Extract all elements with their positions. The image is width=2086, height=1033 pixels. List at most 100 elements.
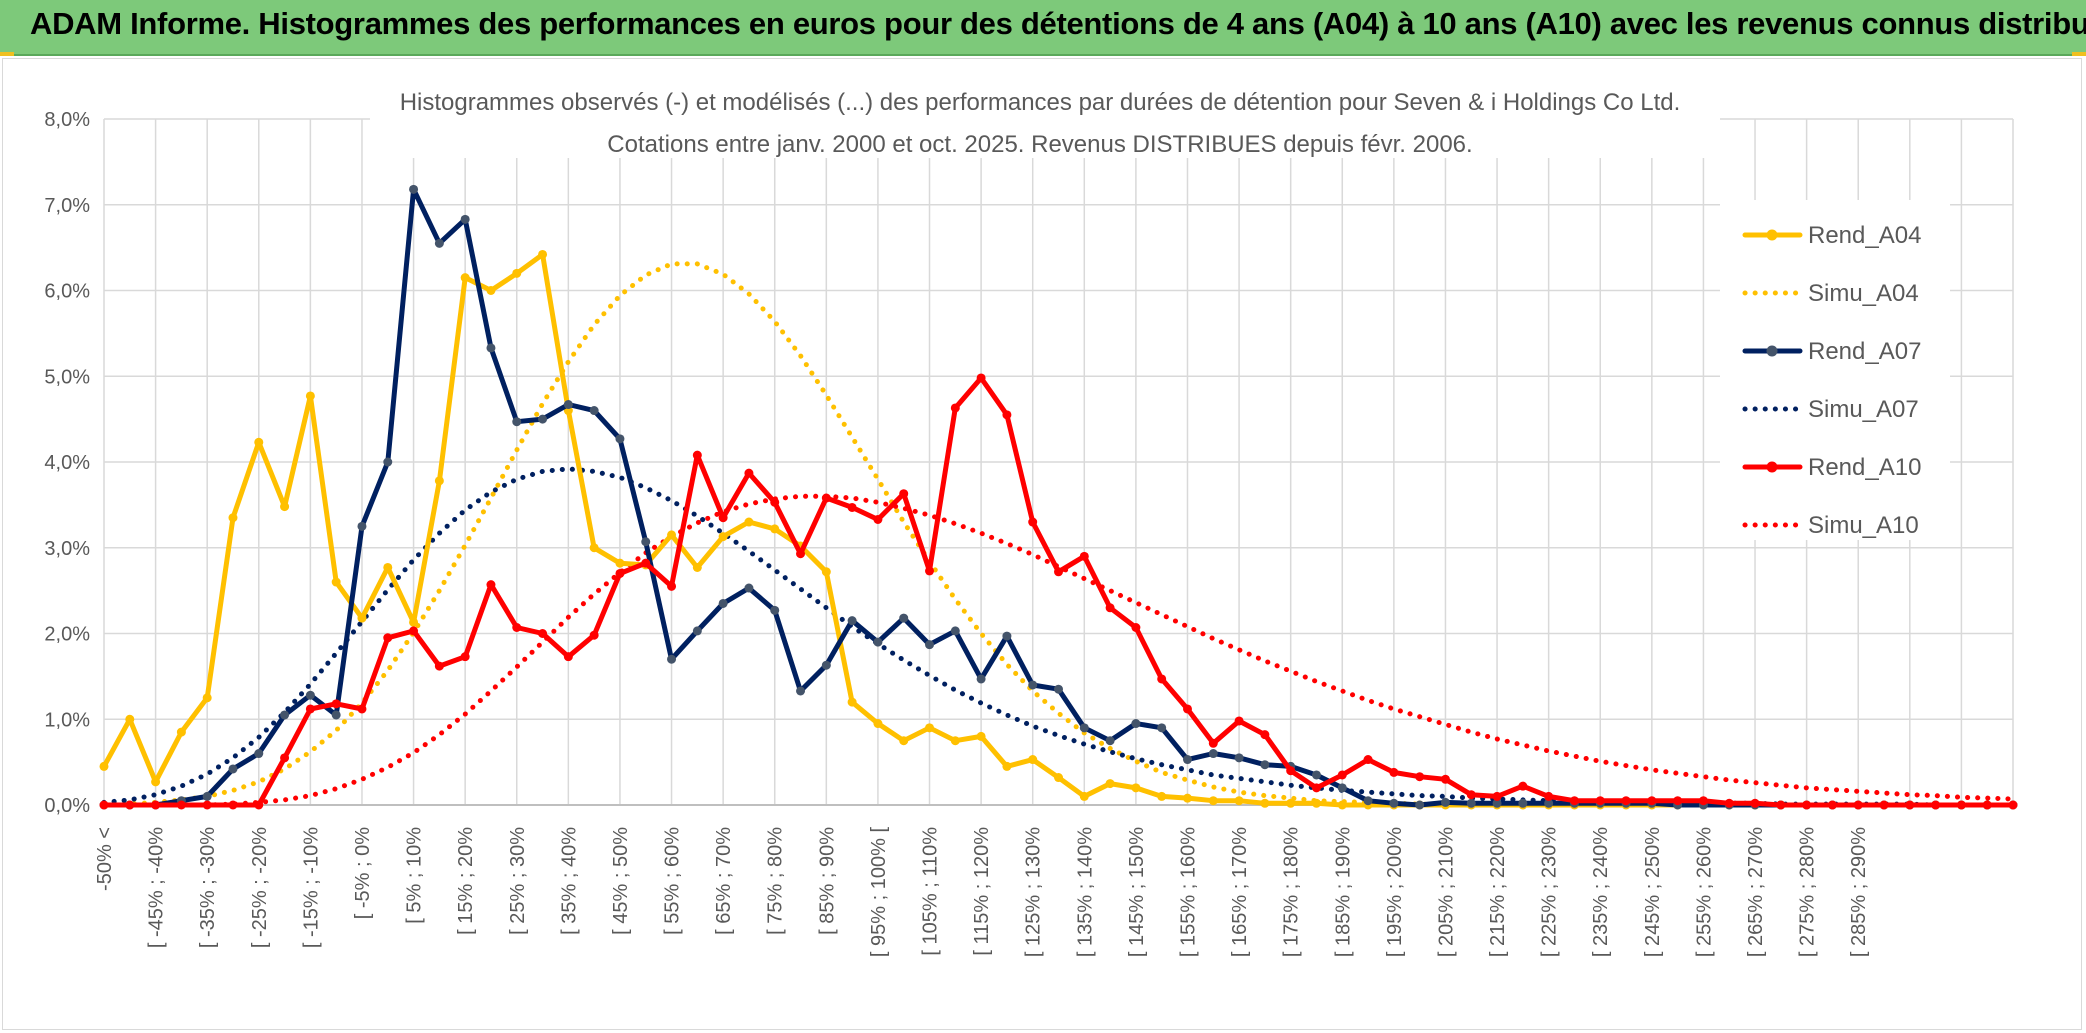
data-point-Rend_A10 [589, 630, 599, 640]
x-tick-label: [ 125% ; 130% [1023, 827, 1045, 957]
data-point-Rend_A10 [512, 622, 522, 632]
data-point-Rend_A04 [305, 391, 315, 401]
data-point-Rend_A10 [176, 800, 186, 810]
x-tick-label: [ 215% ; 220% [1487, 827, 1509, 957]
data-point-Rend_A07 [1054, 684, 1063, 694]
data-point-Rend_A07 [718, 598, 728, 608]
chart-subtitle: Cotations entre janv. 2000 et oct. 2025.… [607, 131, 1472, 158]
data-point-Rend_A04 [821, 567, 831, 577]
data-point-Rend_A10 [1724, 798, 1734, 808]
data-point-Rend_A07 [615, 434, 625, 444]
data-point-Rend_A07 [950, 626, 960, 636]
data-point-Rend_A04 [692, 562, 702, 572]
x-tick-label: [ 75% ; 80% [765, 827, 787, 935]
data-point-Rend_A07 [1389, 798, 1399, 808]
data-point-Rend_A10 [1982, 800, 1992, 810]
data-point-Rend_A10 [280, 753, 290, 763]
x-tick-label: [ 185% ; 190% [1332, 827, 1354, 957]
data-point-Rend_A04 [1182, 793, 1192, 803]
data-point-Rend_A04 [976, 731, 986, 741]
data-point-Rend_A07 [357, 521, 367, 531]
data-point-Rend_A10 [383, 633, 393, 643]
x-tick-label: [ 25% ; 30% [507, 827, 529, 935]
data-point-Rend_A10 [1544, 791, 1554, 801]
data-point-Rend_A10 [847, 502, 857, 512]
data-point-Rend_A10 [1595, 796, 1605, 806]
data-point-Rend_A04 [667, 530, 677, 540]
report-banner: ADAM Informe. Histogrammes des performan… [0, 0, 2086, 56]
y-tick-label: 2,0% [44, 624, 90, 646]
data-point-Rend_A10 [950, 403, 960, 413]
x-tick-label: [ 55% ; 60% [662, 827, 684, 935]
legend-label-Rend_A04: Rend_A04 [1808, 222, 1921, 249]
y-tick-label: 1,0% [44, 709, 90, 731]
data-point-Rend_A04 [125, 714, 135, 724]
data-point-Rend_A04 [486, 286, 496, 295]
data-point-Rend_A10 [718, 513, 728, 523]
data-point-Rend_A04 [1157, 791, 1167, 801]
data-point-Rend_A07 [512, 417, 522, 427]
data-point-Rend_A07 [1131, 719, 1141, 729]
data-point-Rend_A10 [1131, 622, 1141, 632]
data-point-Rend_A07 [305, 690, 315, 700]
legend-label-Rend_A10: Rend_A10 [1808, 454, 1921, 481]
x-tick-label: [ 105% ; 110% [920, 827, 942, 956]
data-point-Rend_A07 [280, 710, 290, 720]
data-point-Rend_A07 [1544, 798, 1554, 808]
y-tick-label: 7,0% [44, 195, 90, 217]
data-point-Rend_A10 [796, 549, 806, 559]
x-tick-label: [ 45% ; 50% [610, 827, 632, 935]
data-point-Rend_A04 [202, 693, 212, 703]
data-point-Rend_A10 [1905, 800, 1915, 810]
x-tick-label: [ 245% ; 250% [1642, 827, 1664, 957]
x-tick-label: [ -35% ; -30% [197, 827, 219, 948]
series-lines [99, 184, 2018, 810]
data-point-Rend_A10 [254, 800, 264, 810]
data-point-Rend_A10 [1234, 716, 1244, 726]
gridlines [103, 118, 2014, 806]
data-point-Rend_A10 [1208, 738, 1218, 748]
data-point-Rend_A04 [176, 727, 186, 737]
x-tick-label: [ 225% ; 230% [1539, 827, 1561, 957]
data-point-Rend_A04 [1105, 779, 1115, 789]
data-point-Rend_A04 [770, 524, 780, 534]
data-point-Rend_A07 [434, 238, 444, 248]
data-point-Rend_A04 [899, 736, 909, 746]
legend: Rend_A04 Simu_A04 Rend_A07 Simu_A07 Rend_A10… [1720, 200, 1950, 540]
corner-mark-right [2072, 52, 2086, 56]
data-point-Rend_A10 [1647, 796, 1657, 806]
y-tick-label: 0,0% [44, 795, 90, 817]
data-point-Rend_A10 [2008, 800, 2018, 810]
data-point-Rend_A07 [589, 406, 599, 416]
data-point-Rend_A10 [770, 497, 780, 507]
data-point-Rend_A10 [1698, 796, 1708, 806]
data-point-Rend_A10 [1363, 755, 1373, 765]
data-point-Rend_A04 [409, 617, 419, 627]
legend-label-Simu_A04: Simu_A04 [1808, 280, 1919, 307]
data-point-Rend_A04 [331, 577, 341, 587]
x-axis: -50% < [ -45% ; -40% [ -35% ; -30% [ -25% ;… [94, 804, 2013, 957]
data-point-Rend_A10 [899, 489, 909, 499]
y-axis: 0,0% 1,0% 2,0% 3,0% 4,0% 5,0% 6,0% 7,0% 8,0% [44, 109, 90, 817]
data-point-Rend_A04 [99, 761, 109, 771]
corner-mark-left [0, 52, 14, 56]
data-point-Rend_A07 [1208, 749, 1218, 759]
data-point-Rend_A07 [331, 710, 341, 720]
data-point-Rend_A10 [1079, 551, 1089, 561]
data-point-Rend_A10 [744, 468, 754, 478]
data-point-Rend_A10 [925, 566, 935, 576]
data-point-Rend_A07 [1234, 753, 1244, 763]
legend-label-Simu_A10: Simu_A10 [1808, 512, 1919, 539]
data-point-Rend_A04 [1002, 761, 1012, 771]
y-tick-label: 4,0% [44, 452, 90, 474]
data-point-Rend_A07 [692, 626, 702, 636]
data-point-Rend_A10 [1569, 796, 1579, 806]
data-point-Rend_A07 [1440, 797, 1450, 807]
data-point-Rend_A07 [873, 637, 883, 647]
x-tick-label: [ 195% ; 200% [1384, 827, 1406, 957]
data-point-Rend_A10 [976, 373, 986, 383]
x-tick-label: [ 165% ; 170% [1229, 827, 1251, 957]
x-tick-label: [ 35% ; 40% [558, 827, 580, 935]
x-tick-label: [ 115% ; 120% [971, 827, 993, 956]
data-point-Rend_A04 [383, 562, 393, 572]
